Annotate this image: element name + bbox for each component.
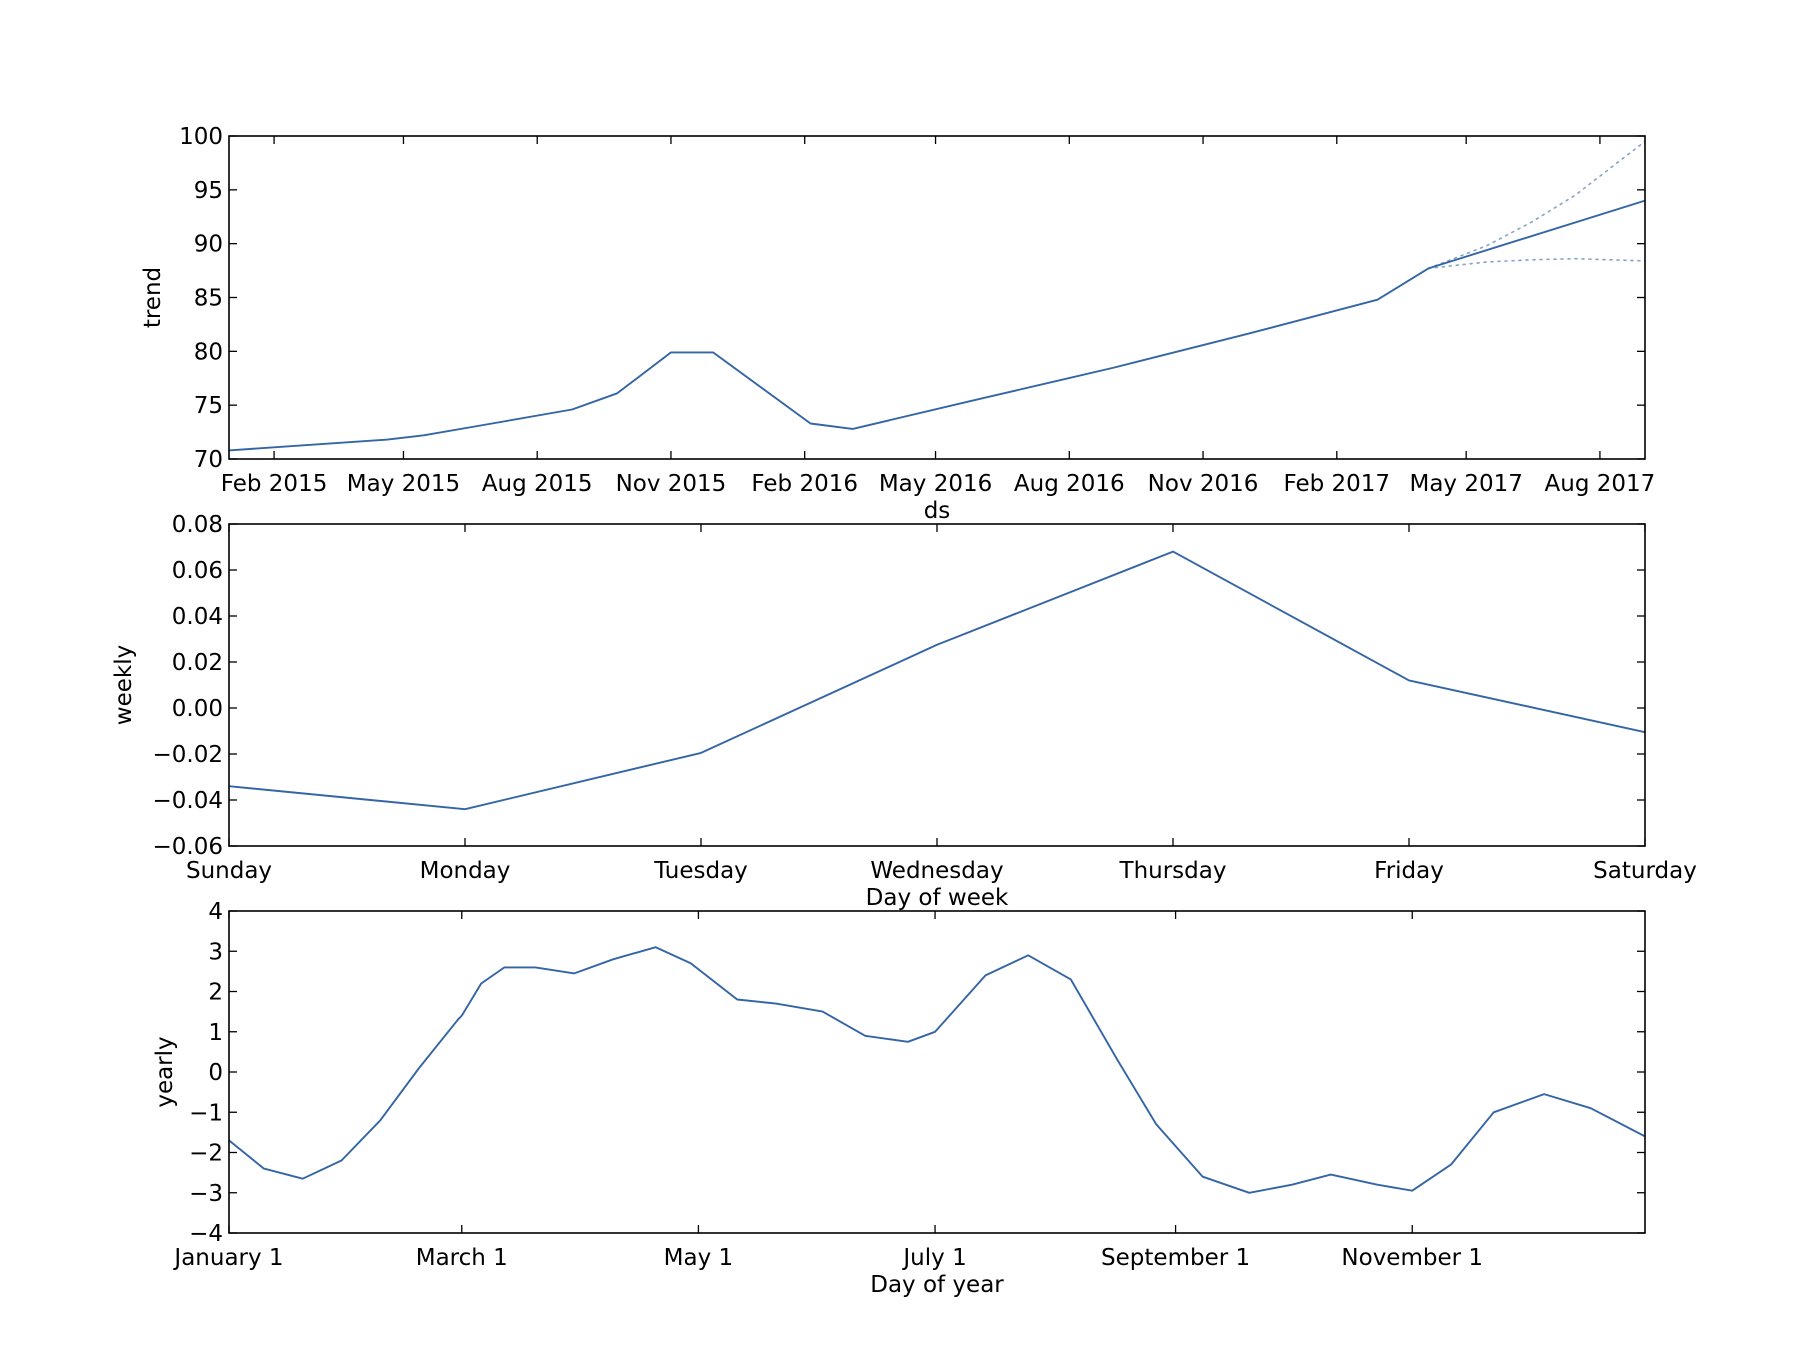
y-tick-label: 85 (194, 286, 223, 312)
yearly-panel: −4 −3 −2 −1 0 1 2 3 4 January 1 March 1 May 1 July 1… (152, 899, 1646, 1298)
yearly-plot-frame (228, 910, 1646, 1234)
y-tick-label: 80 (194, 339, 223, 365)
y-tick-label: 0.04 (172, 604, 223, 630)
trend-x-axis-label: ds (924, 498, 951, 524)
y-tick-label: 1 (208, 1020, 223, 1046)
x-tick-label: July 1 (901, 1245, 966, 1271)
x-tick-label: Feb 2015 (221, 471, 328, 497)
y-tick-label: −0.02 (153, 742, 223, 768)
trend-uncertainty-bound-1 (1427, 140, 1646, 270)
trend-series-line (228, 199, 1646, 452)
y-tick-label: −0.06 (153, 834, 223, 860)
weekly-y-axis-label: weekly (111, 645, 137, 725)
x-tick-label: Feb 2017 (1284, 471, 1391, 497)
x-tick-label: Sunday (186, 858, 272, 884)
x-tick-label: May 2015 (347, 471, 460, 497)
x-tick-label: Tuesday (653, 858, 748, 884)
y-tick-label: 100 (179, 124, 223, 150)
yearly-x-axis-label: Day of year (870, 1272, 1004, 1298)
x-tick-label: March 1 (416, 1245, 508, 1271)
y-tick-label: 70 (194, 447, 223, 473)
x-tick-label: January 1 (172, 1245, 283, 1271)
yearly-y-axis-label: yearly (152, 1036, 178, 1107)
y-tick-label: −2 (189, 1141, 223, 1167)
x-tick-label: May 2017 (1409, 471, 1522, 497)
x-tick-label: Wednesday (870, 858, 1003, 884)
y-tick-label: 2 (208, 980, 223, 1006)
trend-plot-frame (228, 135, 1646, 460)
x-tick-label: Aug 2017 (1545, 471, 1656, 497)
x-tick-label: May 2016 (879, 471, 992, 497)
y-tick-label: −1 (189, 1100, 223, 1126)
x-tick-label: Monday (420, 858, 511, 884)
weekly-panel: −0.06 −0.04 −0.02 0.00 0.02 0.04 0.06 0.08 Sunda… (111, 512, 1697, 911)
y-tick-label: 4 (208, 899, 223, 925)
weekly-x-axis-label: Day of week (866, 885, 1009, 911)
x-tick-label: September 1 (1101, 1245, 1250, 1271)
x-tick-label: May 1 (664, 1245, 734, 1271)
y-tick-label: −3 (189, 1181, 223, 1207)
x-tick-label: November 1 (1341, 1245, 1483, 1271)
y-tick-label: −4 (189, 1221, 223, 1247)
y-tick-label: 0.02 (172, 650, 223, 676)
y-tick-label: 0.00 (172, 696, 223, 722)
y-tick-label: −0.04 (153, 788, 223, 814)
x-tick-label: Saturday (1593, 858, 1697, 884)
x-tick-label: Aug 2016 (1014, 471, 1125, 497)
x-tick-label: Nov 2016 (1148, 471, 1259, 497)
y-tick-label: 75 (194, 393, 223, 419)
trend-panel: 70 75 80 85 90 95 100 Feb 2015 May 2015 Aug 2015 N… (140, 124, 1655, 524)
x-tick-label: Aug 2015 (482, 471, 593, 497)
x-tick-label: Friday (1374, 858, 1444, 884)
x-tick-label: Feb 2016 (751, 471, 858, 497)
trend-uncertainty-bound-2 (1427, 257, 1646, 270)
weekly-plot-frame (228, 523, 1646, 847)
y-tick-label: 0 (208, 1060, 223, 1086)
x-tick-label: Thursday (1119, 858, 1227, 884)
y-tick-label: 0.08 (172, 512, 223, 538)
trend-y-axis-label: trend (140, 267, 166, 328)
x-tick-label: Nov 2015 (616, 471, 727, 497)
y-tick-label: 3 (208, 939, 223, 965)
y-tick-label: 0.06 (172, 558, 223, 584)
y-tick-label: 95 (194, 178, 223, 204)
y-tick-label: 90 (194, 232, 223, 258)
